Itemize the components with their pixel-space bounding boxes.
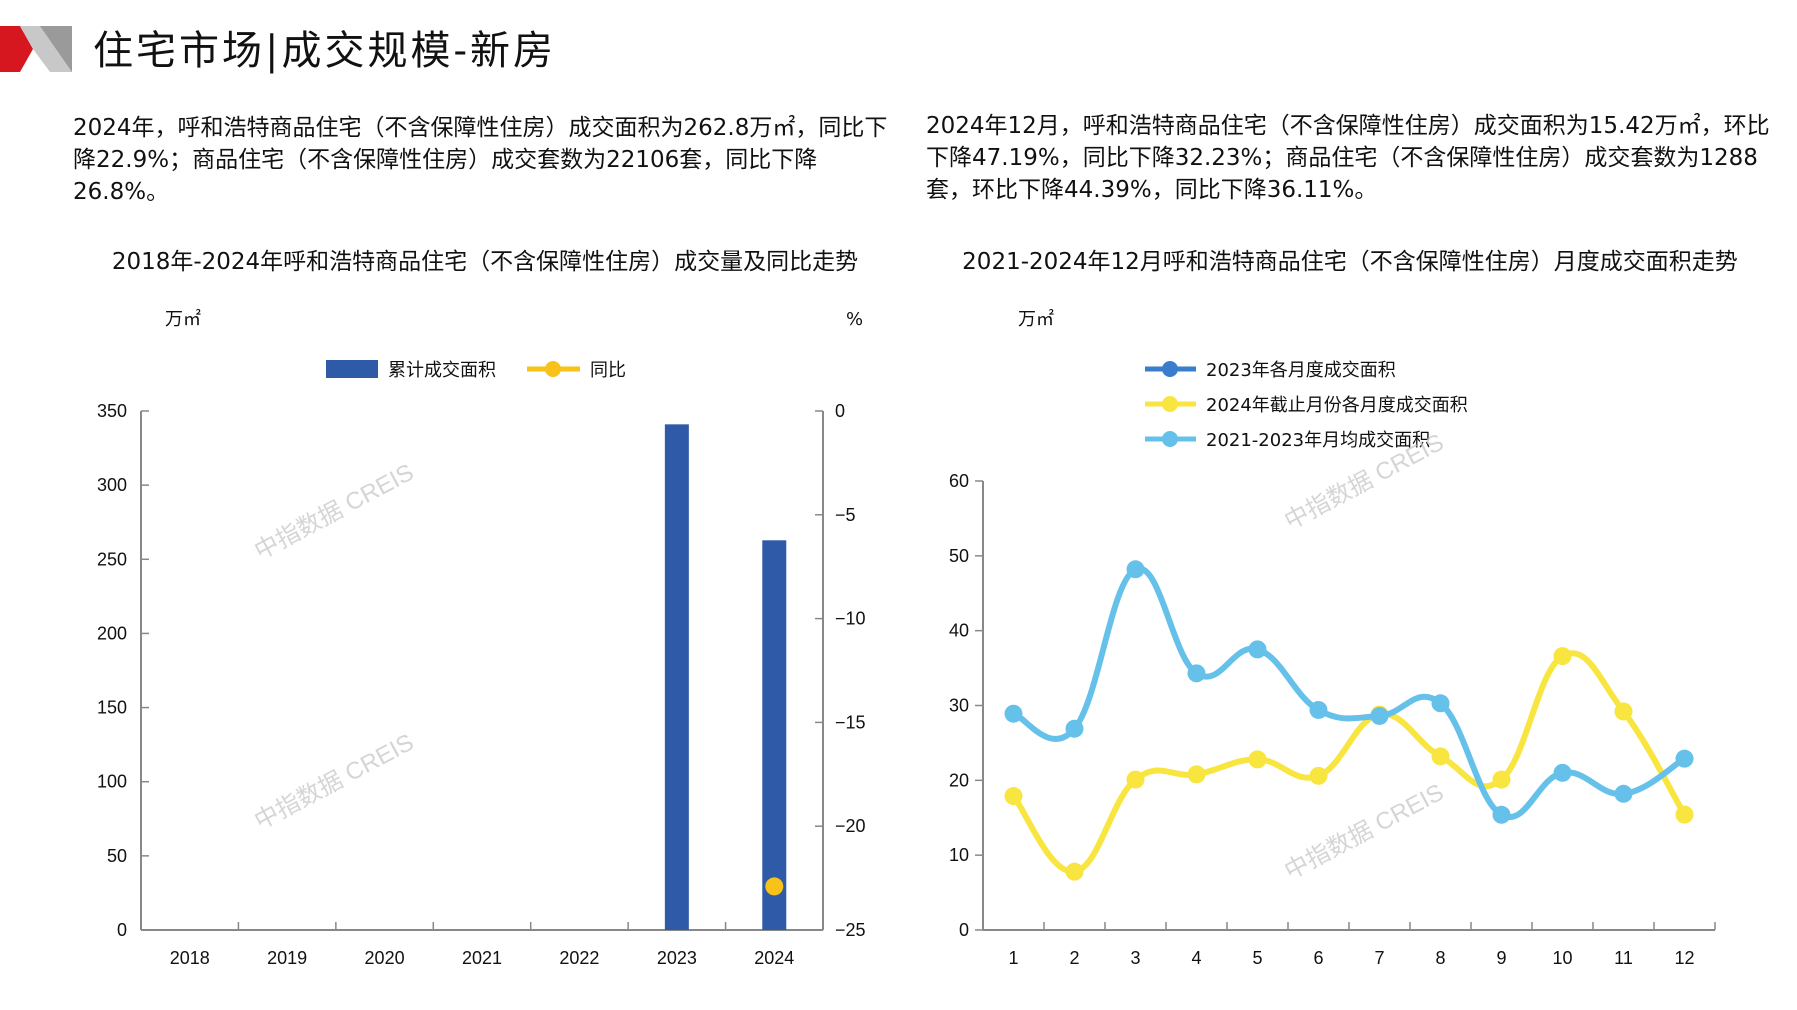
series-2024-point-1: [1004, 787, 1023, 806]
x-tick-label: 10: [1552, 948, 1572, 968]
legend-2023: 2023年各月度成交面积: [1145, 360, 1396, 381]
y2-tick-label: −15: [835, 712, 866, 732]
x-tick-label: 2021: [462, 948, 502, 968]
y-tick-label: 50: [107, 846, 127, 866]
legend-avg: 2021-2023年月均成交面积: [1145, 430, 1430, 451]
x-tick-label: 2018: [170, 948, 210, 968]
x-tick-label: 11: [1614, 948, 1633, 968]
y2-tick-label: −20: [835, 816, 866, 836]
series-avg-point-2: [1065, 719, 1084, 738]
series-2024-point-5: [1248, 750, 1267, 769]
series-avg-point-9: [1492, 805, 1511, 824]
x-tick-label: 1: [1008, 948, 1018, 968]
y2-tick-label: −5: [835, 505, 856, 525]
annual-chart: 0 50 100 150 200 250 300 350 0 −5 −10 −15 −20 −25 2018…: [97, 401, 866, 968]
watermark: 中指数据 CREIS: [250, 459, 418, 565]
y-tick-label: 0: [959, 920, 969, 940]
watermark: 中指数据 CREIS: [250, 729, 418, 835]
series-2024-point-4: [1187, 765, 1206, 784]
y-tick-label: 250: [97, 549, 127, 569]
y-tick-label: 50: [949, 546, 969, 566]
x-tick-label: 2019: [267, 948, 307, 968]
series-2024-point-6: [1309, 766, 1328, 785]
y-tick-label: 40: [949, 621, 969, 641]
legend-label-2024: 2024年截止月份各月度成交面积: [1206, 395, 1468, 416]
legend-label-2023: 2023年各月度成交面积: [1206, 360, 1396, 381]
legend-label-avg: 2021-2023年月均成交面积: [1206, 430, 1430, 451]
brand-logo: [0, 26, 72, 72]
y2-tick-label: 0: [835, 401, 845, 421]
series-avg-point-10: [1553, 763, 1572, 782]
series-avg-point-12: [1675, 749, 1694, 768]
x-tick-label: 2022: [559, 948, 599, 968]
x-tick-label: 5: [1252, 948, 1262, 968]
series-avg-point-1: [1004, 704, 1023, 723]
y-tick-label: 100: [97, 772, 127, 792]
right-axis-unit: %: [846, 309, 863, 330]
page-title: 住宅市场|成交规模-新房: [93, 28, 556, 74]
legend-2024: 2024年截止月份各月度成交面积: [1145, 395, 1468, 416]
series-avg-point-8: [1431, 694, 1450, 713]
y-tick-label: 150: [97, 698, 127, 718]
summary-annual: 2024年，呼和浩特商品住宅（不含保障性住房）成交面积为262.8万㎡，同比下降…: [73, 115, 888, 205]
y-tick-label: 60: [949, 471, 969, 491]
legend-marker-yoy: [545, 361, 561, 377]
series-2024-point-2: [1065, 862, 1084, 881]
left-axis-unit: 万㎡: [165, 308, 201, 330]
y2-tick-label: −25: [835, 920, 866, 940]
series-avg-line: [1010, 565, 1688, 821]
y2-tick-label: −10: [835, 609, 866, 629]
bar-2023: [664, 424, 689, 930]
bar-2024: [762, 540, 787, 930]
y-tick-label: 300: [97, 475, 127, 495]
x-tick-label: 6: [1313, 948, 1323, 968]
x-tick-label: 12: [1674, 948, 1694, 968]
series-2024-point-3: [1126, 770, 1145, 789]
legend-label-yoy: 同比: [590, 360, 626, 381]
x-tick-label: 2023: [657, 948, 697, 968]
monthly-axis-unit: 万㎡: [1018, 308, 1054, 330]
yoy-point-2024: [765, 877, 784, 896]
series-avg-point-6: [1309, 700, 1328, 719]
x-tick-label: 2020: [365, 948, 405, 968]
legend-label-bar: 累计成交面积: [388, 360, 496, 381]
y-tick-label: 30: [949, 696, 969, 716]
x-tick-label: 3: [1130, 948, 1140, 968]
series-avg-point-3: [1126, 560, 1145, 579]
legend-swatch-bar: [326, 360, 378, 378]
x-tick-label: 2024: [754, 948, 794, 968]
y-tick-label: 10: [949, 845, 969, 865]
y-tick-label: 20: [949, 770, 969, 790]
chart-title-annual: 2018年-2024年呼和浩特商品住宅（不含保障性住房）成交量及同比走势: [111, 249, 859, 275]
watermark: 中指数据 CREIS: [1280, 779, 1448, 885]
x-tick-label: 8: [1435, 948, 1445, 968]
series-avg-point-7: [1370, 706, 1389, 725]
summary-monthly: 2024年12月，呼和浩特商品住宅（不含保障性住房）成交面积为15.42万㎡，环…: [926, 113, 1770, 203]
series-2024-point-11: [1614, 702, 1633, 721]
x-tick-label: 9: [1496, 948, 1506, 968]
y-tick-label: 200: [97, 623, 127, 643]
series-2024-point-8: [1431, 747, 1450, 766]
x-tick-label: 7: [1374, 948, 1384, 968]
series-avg-point-11: [1614, 784, 1633, 803]
x-tick-label: 4: [1191, 948, 1201, 968]
y-tick-label: 0: [117, 920, 127, 940]
chart-title-monthly: 2021-2024年12月呼和浩特商品住宅（不含保障性住房）月度成交面积走势: [962, 249, 1738, 275]
series-2024-point-9: [1492, 770, 1511, 789]
series-2024-line: [1010, 650, 1688, 875]
x-tick-label: 2: [1069, 948, 1079, 968]
series-2024-point-12: [1675, 805, 1694, 824]
series-avg-point-4: [1187, 664, 1206, 683]
series-avg-point-5: [1248, 640, 1267, 659]
series-2024-point-10: [1553, 647, 1572, 666]
y-tick-label: 350: [97, 401, 127, 421]
